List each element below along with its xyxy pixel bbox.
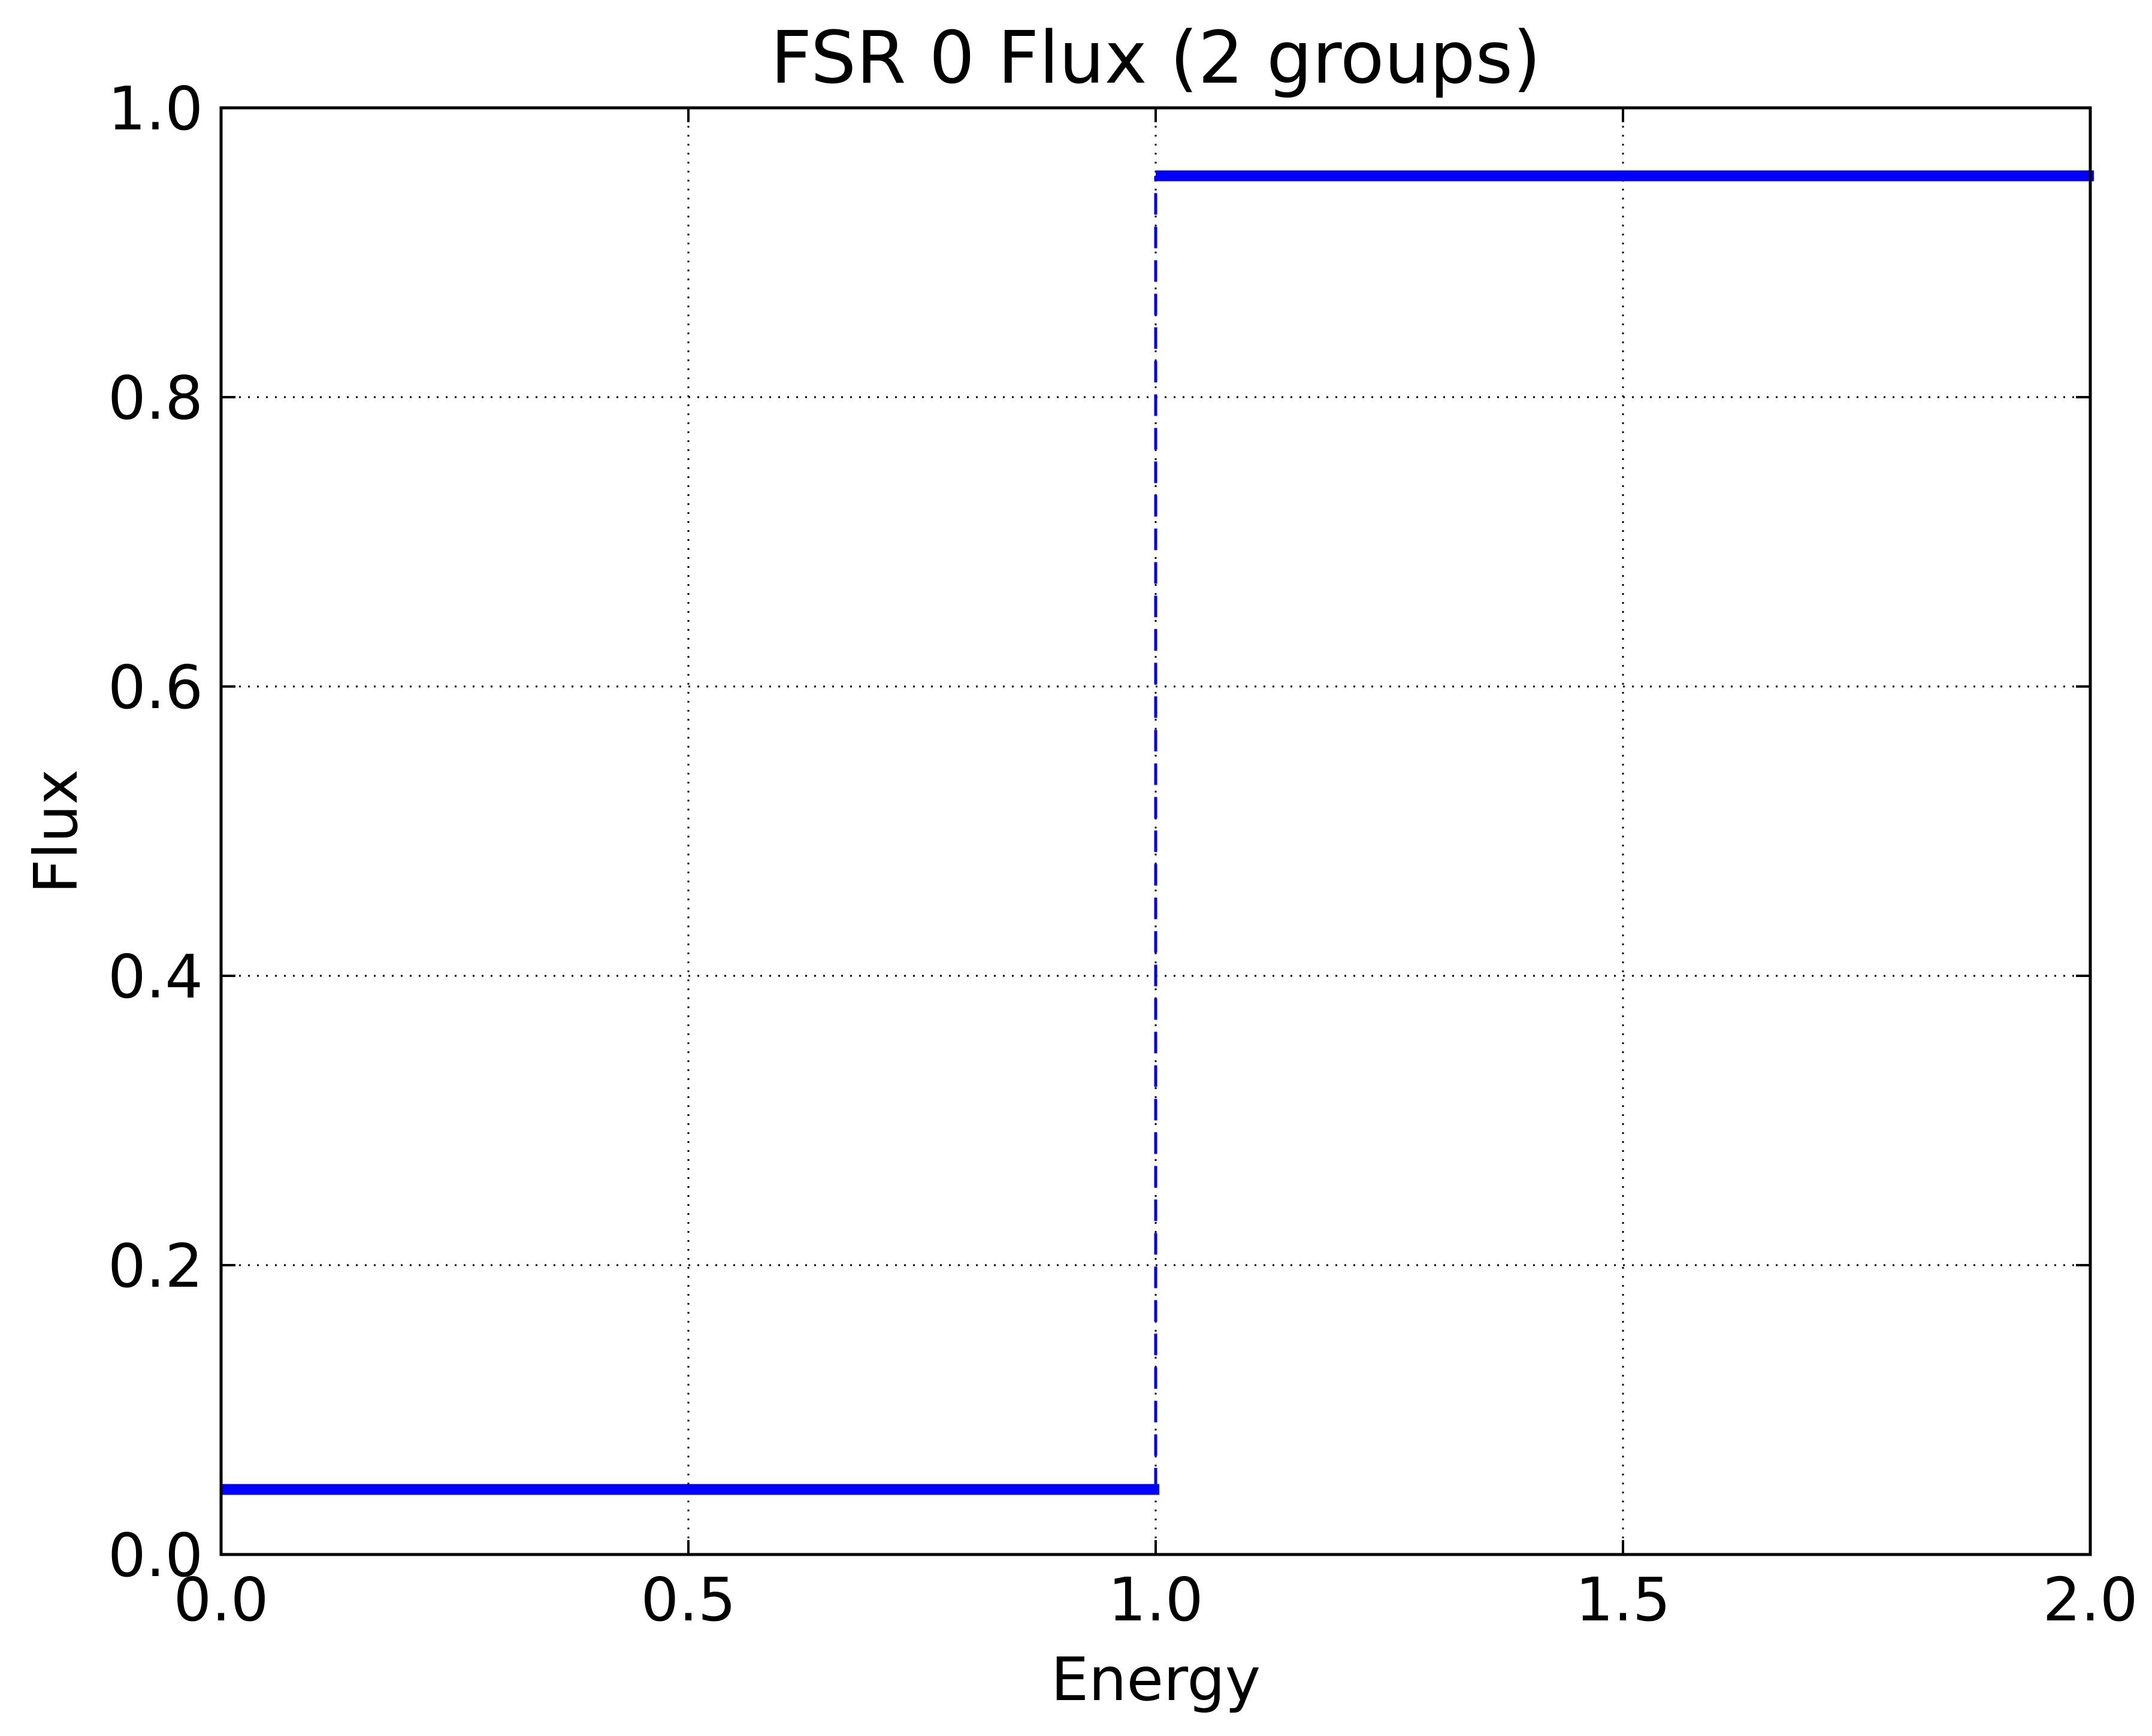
y-tick-label: 0.8 bbox=[108, 363, 203, 433]
ticks: 0.0 0.5 1.0 1.5 2.0 0.0 0.2 0.4 0.6 0.8 1.0 bbox=[108, 74, 2138, 1635]
y-axis-label: Flux bbox=[21, 769, 91, 894]
series-layer bbox=[221, 170, 2094, 1495]
y-tick-label: 0.2 bbox=[108, 1231, 203, 1301]
y-tick-label: 0.6 bbox=[108, 652, 203, 722]
x-tick-label: 1.0 bbox=[1108, 1565, 1203, 1635]
x-tick-label: 2.0 bbox=[2042, 1565, 2138, 1635]
y-tick-label: 1.0 bbox=[108, 74, 203, 144]
x-tick-label: 1.5 bbox=[1575, 1565, 1670, 1635]
y-tick-label: 0.0 bbox=[108, 1520, 203, 1590]
x-tick-label: 0.0 bbox=[173, 1565, 268, 1635]
x-tick-label: 0.5 bbox=[640, 1565, 736, 1635]
y-tick-label: 0.4 bbox=[108, 942, 203, 1012]
x-axis-label: Energy bbox=[1051, 1644, 1261, 1714]
chart-title: FSR 0 Flux (2 groups) bbox=[770, 17, 1541, 100]
